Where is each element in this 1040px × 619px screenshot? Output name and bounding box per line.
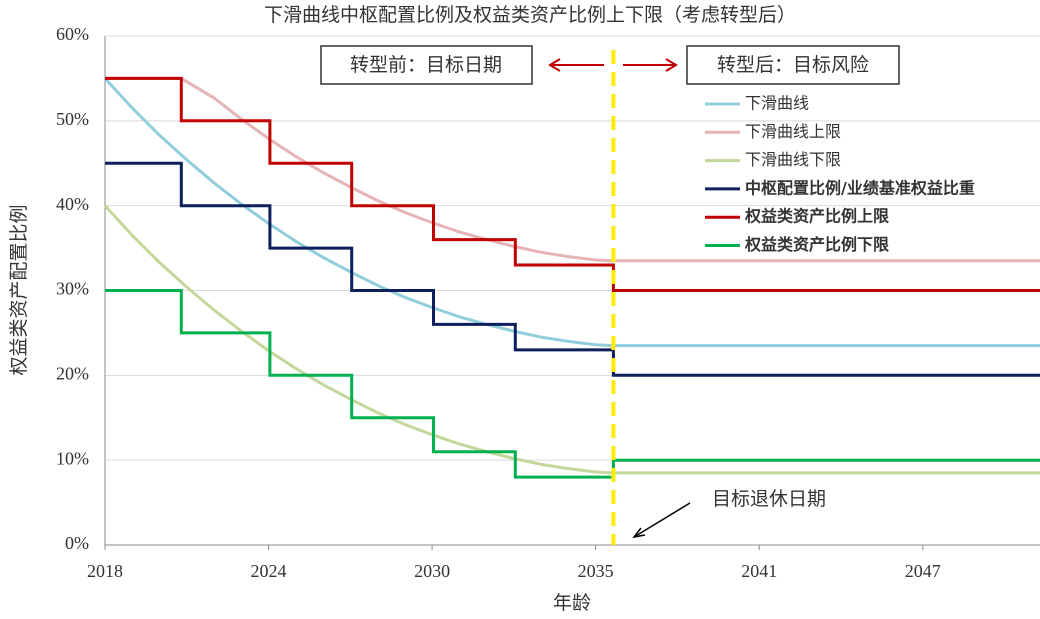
legend-label: 权益类资产比例上限	[744, 207, 890, 226]
y-tick-label: 40%	[56, 194, 89, 214]
x-tick-label: 2030	[414, 561, 450, 581]
legend-label: 下滑曲线上限	[745, 122, 841, 141]
y-tick-label: 30%	[56, 279, 89, 299]
x-tick-label: 2041	[741, 561, 777, 581]
chart-title: 下滑曲线中枢配置比例及权益类资产比例上下限（考虑转型后）	[264, 4, 796, 26]
series-line	[105, 161, 1040, 377]
legend-label: 权益类资产比例下限	[744, 235, 890, 254]
y-tick-label: 20%	[56, 363, 89, 383]
arrows	[548, 58, 678, 72]
x-tick-label: 2035	[578, 561, 614, 581]
legend-label: 下滑曲线下限	[745, 150, 841, 169]
series-line	[103, 77, 1040, 348]
y-tick-label: 10%	[56, 448, 89, 468]
legend-label: 下滑曲线	[745, 94, 809, 113]
x-axis-label: 年龄	[553, 592, 591, 614]
series-line	[105, 289, 1040, 479]
y-tick-label: 0%	[65, 533, 89, 553]
series-line	[103, 204, 1040, 475]
annotation: 转型前：目标日期	[350, 54, 502, 76]
annotation-box	[320, 45, 533, 85]
y-axis-label: 权益类资产配置比例	[8, 204, 30, 375]
annotation: 目标退休日期	[712, 488, 826, 510]
legend: 下滑曲线下滑曲线上限下滑曲线下限中枢配置比例/业绩基准权益比重权益类资产比例上限…	[705, 94, 975, 254]
legend-label: 中枢配置比例/业绩基准权益比重	[745, 178, 975, 197]
annotation: 转型后：目标风险	[717, 54, 869, 76]
series-line	[105, 76, 1040, 263]
y-tick-label: 60%	[56, 24, 89, 44]
x-tick-label: 2024	[251, 561, 287, 581]
series-line	[105, 76, 1040, 292]
annotation-box	[686, 45, 900, 85]
pointer-arrow	[632, 502, 691, 539]
x-tick-label: 2018	[87, 561, 123, 581]
y-tick-label: 50%	[56, 109, 89, 129]
x-tick-label: 2047	[905, 561, 941, 581]
